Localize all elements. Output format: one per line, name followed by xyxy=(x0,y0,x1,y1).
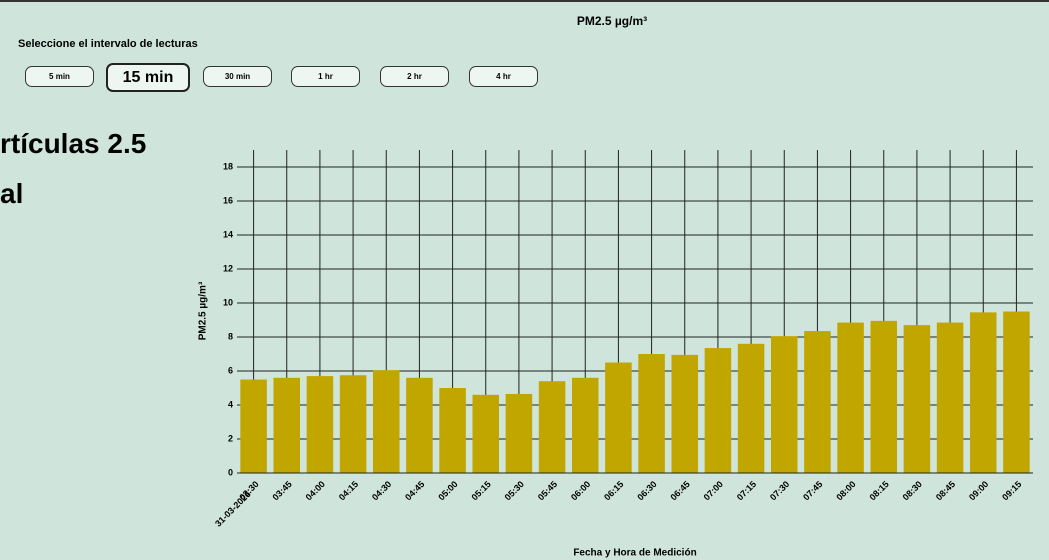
y-tick-label: 14 xyxy=(223,229,233,239)
x-tick-label: 05:00 xyxy=(436,479,459,502)
x-tick-label: 05:15 xyxy=(469,479,492,502)
x-tick-label: 08:00 xyxy=(834,479,857,502)
x-tick-label: 05:45 xyxy=(536,479,559,502)
bar xyxy=(704,348,732,473)
y-tick-label: 8 xyxy=(228,331,233,341)
bar xyxy=(671,354,699,473)
interval-button[interactable]: 30 min xyxy=(203,66,272,87)
interval-button[interactable]: 1 hr xyxy=(291,66,360,87)
bar xyxy=(571,377,599,473)
bar xyxy=(306,376,334,473)
bar xyxy=(903,325,931,473)
y-axis-title: PM2.5 µg/m³ xyxy=(198,281,209,340)
bar xyxy=(472,394,500,473)
bar xyxy=(372,370,400,473)
heading: rtículas 2.5 xyxy=(0,128,147,159)
bar xyxy=(638,354,665,473)
x-tick-label: 07:15 xyxy=(735,479,758,502)
interval-button[interactable]: 4 hr xyxy=(469,66,538,87)
bar xyxy=(969,312,997,473)
y-tick-label: 6 xyxy=(228,365,233,375)
x-tick-label: 04:45 xyxy=(403,479,426,502)
x-axis-title: Fecha y Hora de Medición xyxy=(573,548,696,559)
x-tick-label: 03:45 xyxy=(270,479,293,502)
bar xyxy=(605,362,632,473)
x-tick-label: 07:45 xyxy=(801,479,824,502)
bar xyxy=(837,322,864,473)
bar xyxy=(240,379,267,473)
x-tick-label: 08:45 xyxy=(934,479,957,502)
x-tick-label: 04:30 xyxy=(370,479,393,502)
bar xyxy=(406,377,433,473)
x-tick-label: 09:15 xyxy=(1000,479,1023,502)
bar xyxy=(870,320,898,473)
x-tick-label: 07:00 xyxy=(702,479,725,502)
bar xyxy=(936,322,964,473)
x-tick-label: 04:15 xyxy=(337,479,360,502)
y-tick-label: 10 xyxy=(223,297,233,307)
x-tick-label: 06:15 xyxy=(602,479,625,502)
bar xyxy=(804,331,831,473)
x-tick-label: 06:30 xyxy=(635,479,658,502)
bar xyxy=(1003,311,1030,473)
x-tick-label: 05:30 xyxy=(503,479,526,502)
x-tick-label: 09:00 xyxy=(967,479,990,502)
y-tick-label: 12 xyxy=(223,263,233,273)
x-tick-label: 04:00 xyxy=(304,479,327,502)
x-tick-label: 08:15 xyxy=(867,479,890,502)
y-tick-label: 4 xyxy=(228,399,233,409)
bar xyxy=(273,377,301,473)
y-tick-label: 0 xyxy=(228,467,233,477)
x-tick-label: 08:30 xyxy=(901,479,924,502)
interval-button[interactable]: 2 hr xyxy=(380,66,449,87)
bar xyxy=(339,375,367,473)
y-tick-label: 16 xyxy=(223,195,233,205)
date-label: 31-03-2026 xyxy=(213,489,253,529)
x-tick-label: 07:30 xyxy=(768,479,791,502)
x-tick-label: 06:45 xyxy=(668,479,691,502)
bar xyxy=(770,336,798,473)
y-tick-label: 2 xyxy=(228,433,233,443)
chart-title: PM2.5 µg/m³ xyxy=(577,14,647,28)
bar xyxy=(538,381,566,473)
interval-button[interactable]: 5 min xyxy=(25,66,94,87)
interval-button[interactable]: 15 min xyxy=(106,63,190,92)
bar xyxy=(737,343,765,473)
x-tick-label: 06:00 xyxy=(569,479,592,502)
heading: al xyxy=(0,178,24,209)
bar xyxy=(439,388,466,473)
prompt: Seleccione el intervalo de lecturas xyxy=(18,38,198,50)
y-tick-label: 18 xyxy=(223,161,233,171)
bar xyxy=(505,393,533,473)
